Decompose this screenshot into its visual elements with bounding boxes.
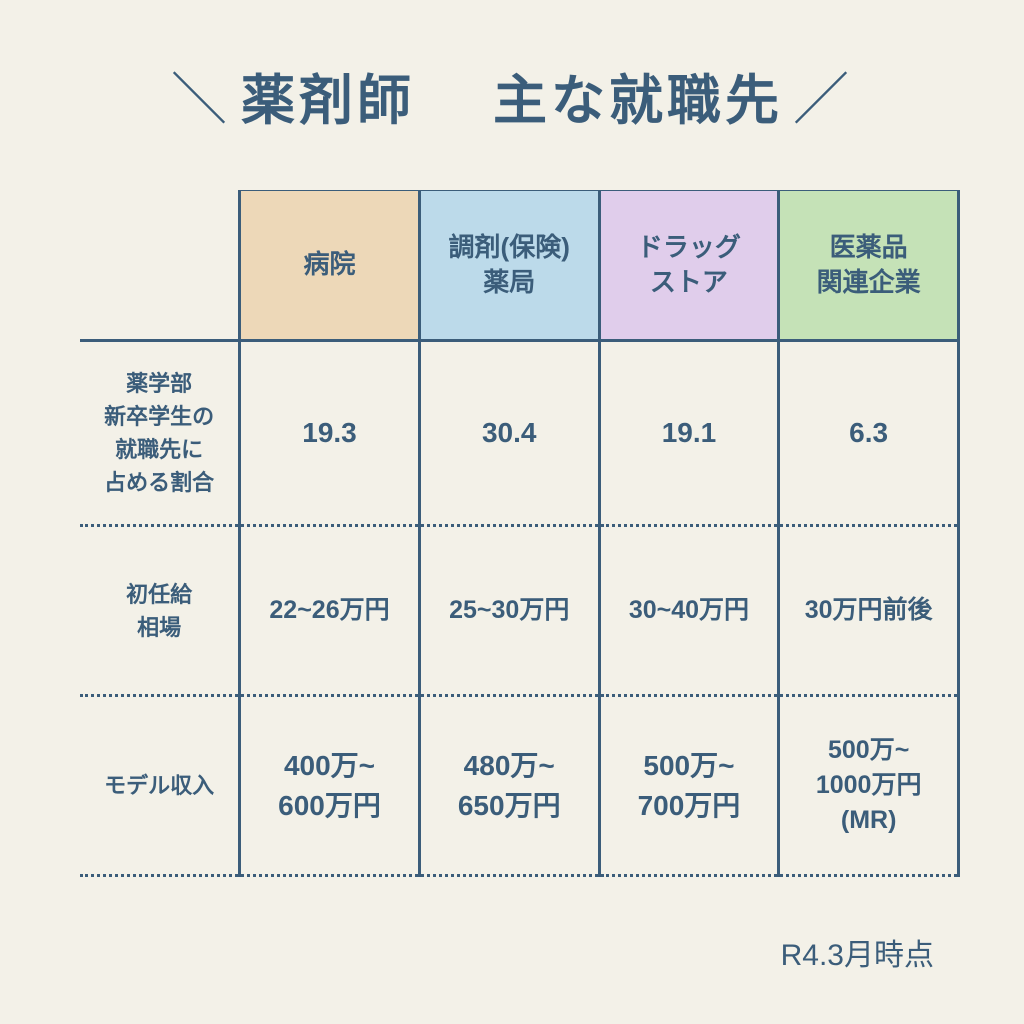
- slash-right-icon: ／: [793, 55, 853, 136]
- row-label: 薬学部新卒学生の就職先に占める割合: [80, 341, 240, 526]
- table-cell: 25~30万円: [419, 526, 599, 696]
- table-cell: 30.4: [419, 341, 599, 526]
- table-header-row: 病院 調剤(保険)薬局 ドラッグストア 医薬品関連企業: [80, 191, 959, 341]
- table-cell: 6.3: [779, 341, 959, 526]
- header-blank: [80, 191, 240, 341]
- footnote: R4.3月時点: [781, 930, 934, 974]
- col-header: 病院: [240, 191, 420, 341]
- row-label: モデル収入: [80, 696, 240, 876]
- table-cell: 22~26万円: [240, 526, 420, 696]
- table-cell: 19.1: [599, 341, 779, 526]
- table-cell: 400万~600万円: [240, 696, 420, 876]
- table-row: 薬学部新卒学生の就職先に占める割合 19.3 30.4 19.1 6.3: [80, 341, 959, 526]
- comparison-table: 病院 調剤(保険)薬局 ドラッグストア 医薬品関連企業 薬学部新卒学生の就職先に…: [80, 190, 960, 877]
- col-header: 調剤(保険)薬局: [419, 191, 599, 341]
- table-cell: 30~40万円: [599, 526, 779, 696]
- table-cell: 500万~1000万円(MR): [779, 696, 959, 876]
- table-cell: 30万円前後: [779, 526, 959, 696]
- table-row: モデル収入 400万~600万円 480万~650万円 500万~700万円 5…: [80, 696, 959, 876]
- col-header: ドラッグストア: [599, 191, 779, 341]
- table-cell: 480万~650万円: [419, 696, 599, 876]
- col-header: 医薬品関連企業: [779, 191, 959, 341]
- table-cell: 500万~700万円: [599, 696, 779, 876]
- table-cell: 19.3: [240, 341, 420, 526]
- table-row: 初任給相場 22~26万円 25~30万円 30~40万円 30万円前後: [80, 526, 959, 696]
- slash-left-icon: ＼: [171, 55, 231, 136]
- title-right: 主な就職先: [493, 56, 783, 135]
- page-title: ＼ 薬剤師 主な就職先 ／: [0, 55, 1024, 136]
- title-left: 薬剤師: [241, 56, 415, 135]
- row-label: 初任給相場: [80, 526, 240, 696]
